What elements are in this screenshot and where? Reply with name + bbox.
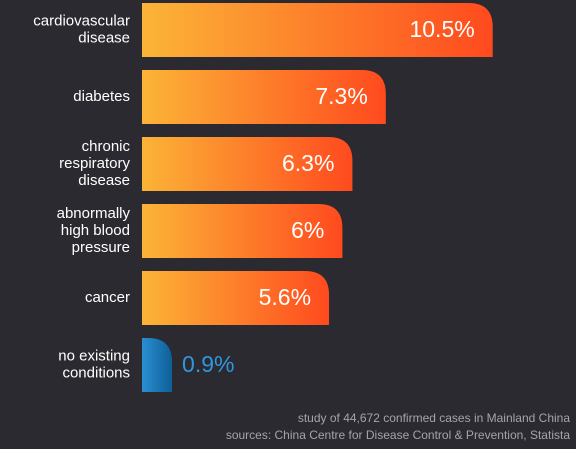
footnote-study: study of 44,672 confirmed cases in Mainl… <box>297 411 570 425</box>
category-label-line: chronic <box>82 138 131 155</box>
value-label-abnormally-high-blood-pressure: 6% <box>291 217 324 243</box>
bar-no-existing-conditions <box>142 338 173 392</box>
category-label-line: diabetes <box>73 88 130 105</box>
category-label-line: respiratory <box>59 155 130 172</box>
category-label-line: high blood <box>61 222 130 239</box>
category-label-no-existing-conditions: no existing conditions <box>58 347 130 381</box>
category-label-chronic-respiratory-disease: chronic respiratory disease <box>59 138 130 189</box>
footnote-sources: sources: China Centre for Disease Contro… <box>225 428 570 442</box>
bar-cardiovascular-disease <box>142 3 493 57</box>
category-label-line: abnormally <box>57 205 131 222</box>
category-label-line: disease <box>78 172 130 189</box>
bar-chronic-respiratory-disease <box>142 137 353 191</box>
value-label-chronic-respiratory-disease: 6.3% <box>282 150 334 176</box>
category-label-line: cancer <box>85 289 130 306</box>
category-label-line: disease <box>78 29 130 46</box>
value-label-cardiovascular-disease: 10.5% <box>409 16 474 42</box>
bar-diabetes <box>142 70 386 124</box>
value-label-cancer: 5.6% <box>259 284 311 310</box>
category-label-cardiovascular-disease: cardiovascular disease <box>33 12 130 46</box>
bar-cancer <box>142 271 330 325</box>
bars-group <box>142 3 493 392</box>
category-label-abnormally-high-blood-pressure: abnormally high blood pressure <box>57 205 131 256</box>
bar-abnormally-high-blood-pressure <box>142 204 343 258</box>
category-label-cancer: cancer <box>85 289 130 306</box>
value-label-no-existing-conditions: 0.9% <box>182 351 234 377</box>
category-label-line: pressure <box>72 239 130 256</box>
category-label-diabetes: diabetes <box>73 88 130 105</box>
category-label-line: conditions <box>62 364 130 381</box>
value-label-diabetes: 7.3% <box>315 83 367 109</box>
category-label-line: no existing <box>58 347 130 364</box>
category-label-line: cardiovascular <box>33 12 130 29</box>
value-labels: 10.5% 7.3% 6.3% 6% 5.6% 0.9% <box>182 16 475 377</box>
